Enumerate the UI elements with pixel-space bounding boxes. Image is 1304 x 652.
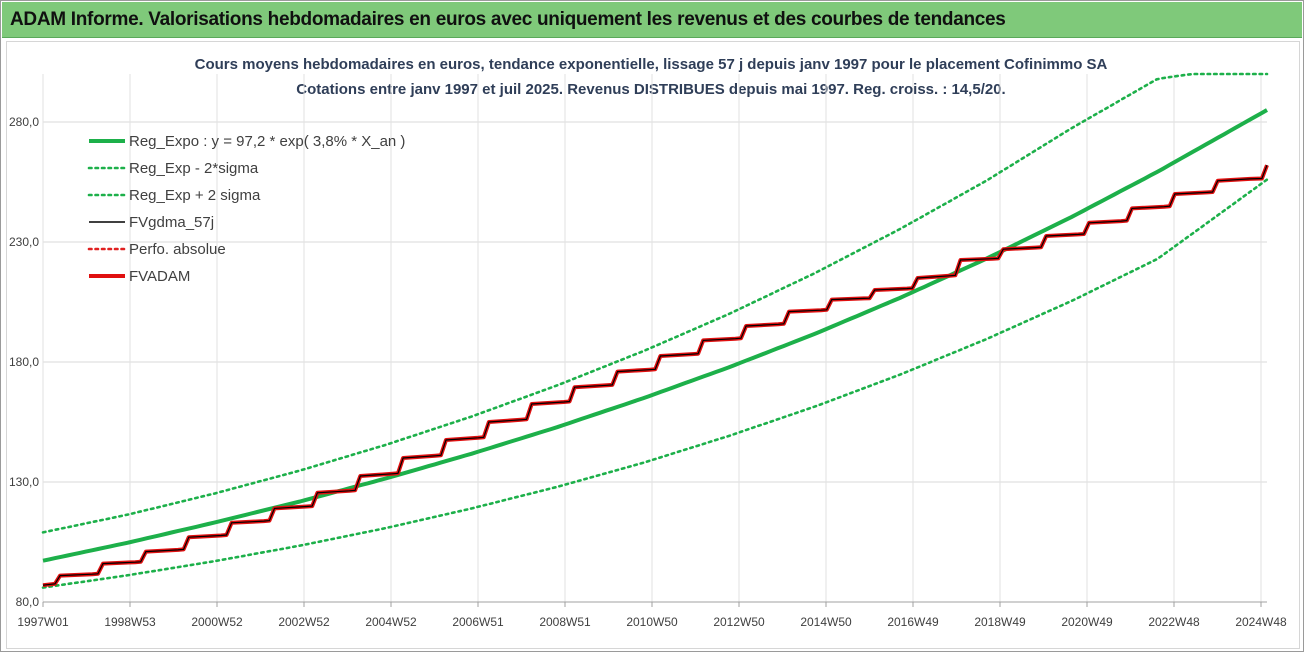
chart-grid — [42, 74, 1267, 603]
x-tick-label: 2024W48 — [1235, 615, 1287, 629]
x-tick-label: 1997W01 — [17, 615, 69, 629]
header-bar: ADAM Informe. Valorisations hebdomadaire… — [2, 2, 1302, 38]
x-tick-label: 2000W52 — [191, 615, 243, 629]
chart-legend: Reg_Expo : y = 97,2 * exp( 3,8% * X_an )… — [87, 133, 405, 285]
chart-axes: 80,0 130,0 180,0 230,0 280,0 1997W01 1998W53 20… — [9, 115, 1287, 629]
legend-label: Reg_Expo : y = 97,2 * exp( 3,8% * X_an ) — [129, 133, 405, 150]
x-tick-label: 2014W50 — [800, 615, 852, 629]
y-tick-label: 180,0 — [9, 355, 39, 369]
chart-subtitle: Cotations entre janv 1997 et juil 2025. … — [296, 81, 1005, 98]
trend-line — [42, 108, 1268, 563]
x-tick-label: 2022W48 — [1148, 615, 1200, 629]
legend-label: Reg_Exp - 2*sigma — [129, 160, 259, 177]
x-tick-label: 2016W49 — [887, 615, 939, 629]
y-tick-label: 230,0 — [9, 235, 39, 249]
x-tick-label: 1998W53 — [104, 615, 156, 629]
x-tick-label: 2018W49 — [974, 615, 1026, 629]
x-tick-label: 2004W52 — [365, 615, 417, 629]
x-tick-label: 2010W50 — [626, 615, 678, 629]
lower-band-line — [41, 178, 1269, 589]
y-tick-label: 130,0 — [9, 475, 39, 489]
header-title: ADAM Informe. Valorisations hebdomadaire… — [10, 9, 1006, 30]
x-tick-label: 2020W49 — [1061, 615, 1113, 629]
legend-label: Perfo. absolue — [129, 241, 226, 258]
y-tick-label: 280,0 — [9, 115, 39, 129]
plot-box — [6, 41, 1300, 649]
legend-label: Reg_Exp + 2 sigma — [129, 187, 261, 204]
x-tick-label: 2008W51 — [539, 615, 591, 629]
fvgdma-line — [42, 164, 1268, 586]
legend-label: FVADAM — [129, 268, 190, 285]
fvgdma-overlay-line — [42, 164, 1268, 586]
upper-band-line — [41, 72, 1269, 534]
y-tick-label: 80,0 — [16, 595, 40, 609]
x-tick-label: 2006W51 — [452, 615, 504, 629]
chart-title: Cours moyens hebdomadaires en euros, ten… — [195, 56, 1108, 73]
legend-label: FVgdma_57j — [129, 214, 214, 231]
x-tick-label: 2012W50 — [713, 615, 765, 629]
x-tick-label: 2002W52 — [278, 615, 330, 629]
chart-series — [41, 72, 1269, 589]
fvadam-line — [42, 164, 1269, 588]
